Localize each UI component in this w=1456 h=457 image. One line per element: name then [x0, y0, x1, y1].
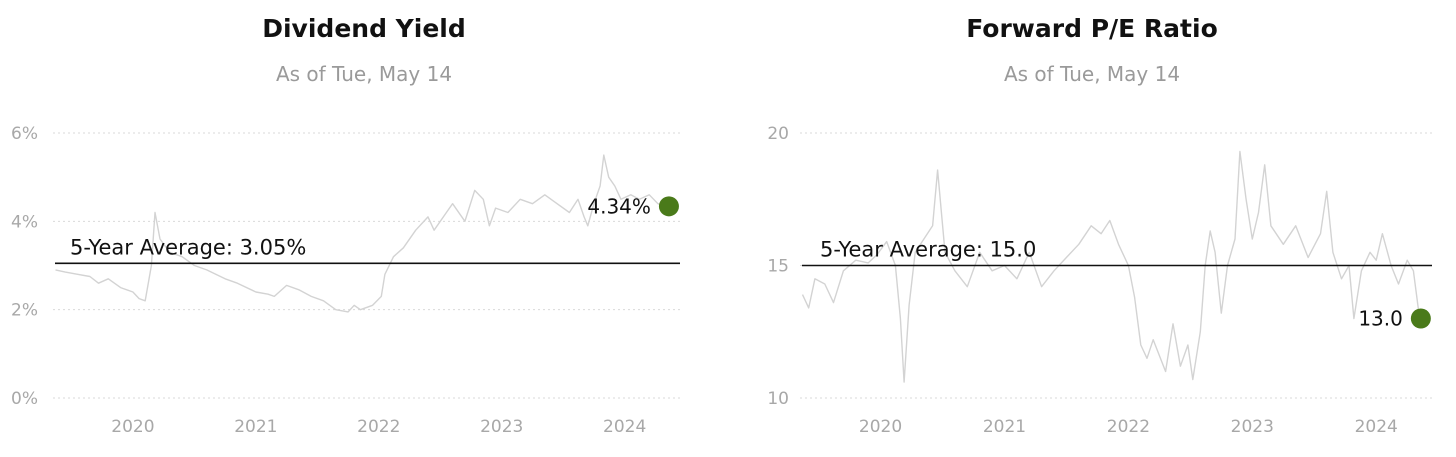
x-tick-label: 2024: [1355, 417, 1398, 437]
dividend-yield-panel: 0% 2% 4% 6% 2020 2021 2022 2023 2024 5-Year Avera…: [11, 14, 680, 437]
y-tick-label: 10: [767, 389, 789, 409]
series-line: [55, 154, 667, 313]
y-tick-label: 0%: [11, 389, 38, 409]
chart-title: Dividend Yield: [262, 14, 466, 43]
x-tick-label: 2021: [234, 417, 277, 437]
x-tick-label: 2022: [1107, 417, 1150, 437]
y-tick-label: 6%: [11, 124, 38, 144]
y-tick-label: 2%: [11, 301, 38, 321]
x-tick-label: 2020: [111, 417, 154, 437]
dividend-yield-chart: 0% 2% 4% 6% 2020 2021 2022 2023 2024 5-Year Avera…: [11, 124, 680, 437]
chart-title: Forward P/E Ratio: [966, 14, 1218, 43]
chart-subtitle: As of Tue, May 14: [1003, 62, 1181, 86]
y-tick-label: 15: [767, 257, 789, 277]
average-label: 5-Year Average: 3.05%: [70, 235, 306, 259]
y-tick-label: 4%: [11, 212, 38, 232]
x-tick-label: 2024: [603, 417, 646, 437]
x-tick-label: 2022: [357, 417, 400, 437]
current-value-label: 13.0: [1358, 307, 1403, 331]
current-value-marker: [658, 196, 679, 217]
y-tick-label: 20: [767, 124, 789, 144]
x-tick-label: 2020: [859, 417, 902, 437]
x-tick-label: 2021: [983, 417, 1026, 437]
forward-pe-panel: 10 15 20 2020 2021 2022 2023 2024 5-Year Average…: [728, 0, 1456, 457]
chart-subtitle: As of Tue, May 14: [275, 62, 453, 86]
current-value-marker: [1410, 308, 1431, 329]
x-tick-label: 2023: [1231, 417, 1274, 437]
x-tick-label: 2023: [480, 417, 523, 437]
series-line: [801, 150, 1421, 383]
average-label: 5-Year Average: 15.0: [820, 238, 1036, 262]
current-value-label: 4.34%: [587, 194, 651, 218]
